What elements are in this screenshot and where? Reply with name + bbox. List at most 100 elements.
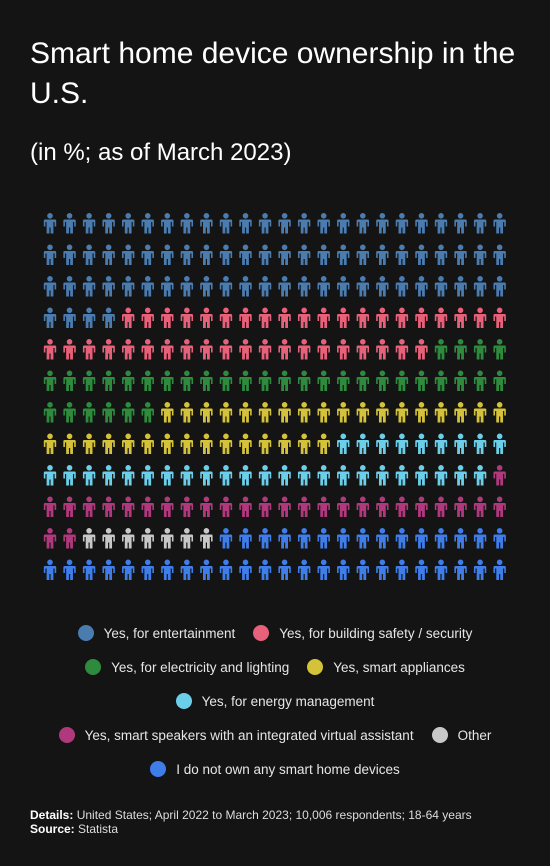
legend-swatch (150, 761, 167, 777)
person-icon (239, 528, 252, 549)
person-icon (337, 465, 350, 486)
person-icon (376, 433, 389, 454)
person-icon (317, 496, 330, 517)
person-icon (102, 496, 115, 517)
person-icon (395, 496, 409, 517)
person-icon (415, 370, 428, 391)
person-icon (454, 339, 467, 360)
person-icon (122, 433, 135, 454)
person-icon (219, 244, 233, 265)
person-icon (337, 244, 350, 265)
person-icon (122, 339, 135, 360)
legend-row: I do not own any smart home devices (0, 752, 550, 786)
person-icon (297, 496, 311, 517)
person-icon (317, 244, 330, 265)
person-icon (200, 370, 213, 391)
person-icon (473, 339, 487, 360)
person-icon (63, 339, 76, 360)
person-icon (415, 465, 428, 486)
person-icon (454, 307, 467, 328)
person-icon (102, 402, 115, 423)
person-icon (278, 339, 291, 360)
person-icon (219, 213, 233, 234)
person-icon (297, 339, 311, 360)
person-icon (454, 528, 467, 549)
person-icon (141, 307, 154, 328)
person-icon (297, 213, 311, 234)
person-icon (122, 276, 135, 297)
person-icon (258, 433, 272, 454)
person-icon (434, 433, 448, 454)
person-icon (337, 339, 350, 360)
person-icon (297, 465, 311, 486)
details-line: Details: United States; April 2022 to Ma… (30, 808, 530, 822)
person-icon (356, 433, 369, 454)
person-icon (102, 433, 115, 454)
person-icon (278, 433, 291, 454)
person-icon (473, 402, 487, 423)
person-icon (297, 402, 311, 423)
person-icon (317, 370, 330, 391)
person-icon (180, 307, 194, 328)
legend-label: Yes, for building safety / security (279, 625, 473, 641)
person-icon (278, 465, 291, 486)
person-icon (434, 370, 448, 391)
person-icon (43, 370, 57, 391)
person-icon (63, 559, 76, 580)
person-icon (376, 307, 389, 328)
legend-item: Yes, for entertainment (77, 625, 235, 641)
person-icon (239, 465, 252, 486)
person-icon (219, 339, 233, 360)
person-icon (82, 433, 96, 454)
person-icon (122, 244, 135, 265)
person-icon (258, 213, 272, 234)
person-icon (297, 559, 311, 580)
legend-row: Yes, for energy management (0, 684, 550, 718)
person-icon (180, 496, 194, 517)
legend-label: Yes, for electricity and lighting (111, 659, 290, 675)
person-icon (141, 496, 154, 517)
person-icon (141, 433, 154, 454)
legend-label: Yes, smart speakers with an integrated v… (84, 727, 414, 743)
person-icon (278, 528, 291, 549)
person-icon (63, 433, 76, 454)
legend-label: Other (457, 727, 492, 743)
person-icon (102, 213, 115, 234)
person-icon (493, 528, 506, 549)
person-icon (415, 244, 428, 265)
person-icon (415, 496, 428, 517)
legend-swatch (253, 625, 270, 641)
person-icon (161, 370, 174, 391)
person-icon (161, 433, 174, 454)
person-icon (219, 465, 233, 486)
person-icon (180, 528, 194, 549)
person-icon (278, 370, 291, 391)
person-icon (454, 402, 467, 423)
person-icon (258, 496, 272, 517)
person-icon (180, 370, 194, 391)
person-icon (317, 433, 330, 454)
person-icon (356, 496, 369, 517)
person-icon (356, 307, 369, 328)
person-icon (376, 496, 389, 517)
person-icon (337, 307, 350, 328)
person-icon (258, 276, 272, 297)
source-line: Source: Statista (30, 822, 530, 836)
person-icon (239, 307, 252, 328)
person-icon (356, 402, 369, 423)
person-icon (63, 244, 76, 265)
person-icon (454, 433, 467, 454)
person-icon (82, 339, 96, 360)
person-icon (415, 402, 428, 423)
person-icon (376, 528, 389, 549)
person-icon (161, 559, 174, 580)
person-icon (63, 370, 76, 391)
person-icon (258, 339, 272, 360)
person-icon (180, 559, 194, 580)
person-icon (200, 496, 213, 517)
legend-item: Yes, for building safety / security (253, 625, 472, 641)
person-icon (454, 244, 467, 265)
person-icon (43, 528, 57, 549)
person-icon (434, 402, 448, 423)
person-icon (161, 465, 174, 486)
